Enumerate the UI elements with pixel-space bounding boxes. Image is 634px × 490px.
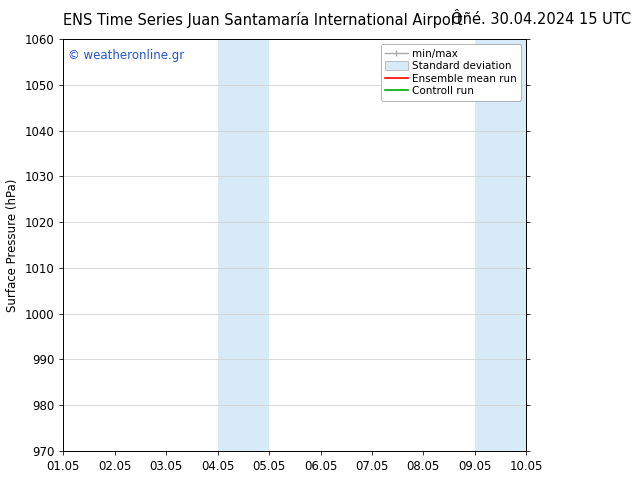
Legend: min/max, Standard deviation, Ensemble mean run, Controll run: min/max, Standard deviation, Ensemble me… [381, 45, 521, 100]
Text: Ôñé. 30.04.2024 15 UTC: Ôñé. 30.04.2024 15 UTC [451, 12, 631, 27]
Y-axis label: Surface Pressure (hPa): Surface Pressure (hPa) [6, 178, 19, 312]
Bar [475, 39, 526, 451]
Text: ENS Time Series Juan Santamaría International Airport: ENS Time Series Juan Santamaría Internat… [63, 12, 463, 28]
Text: © weatheronline.gr: © weatheronline.gr [68, 49, 184, 63]
Bar [217, 39, 269, 451]
